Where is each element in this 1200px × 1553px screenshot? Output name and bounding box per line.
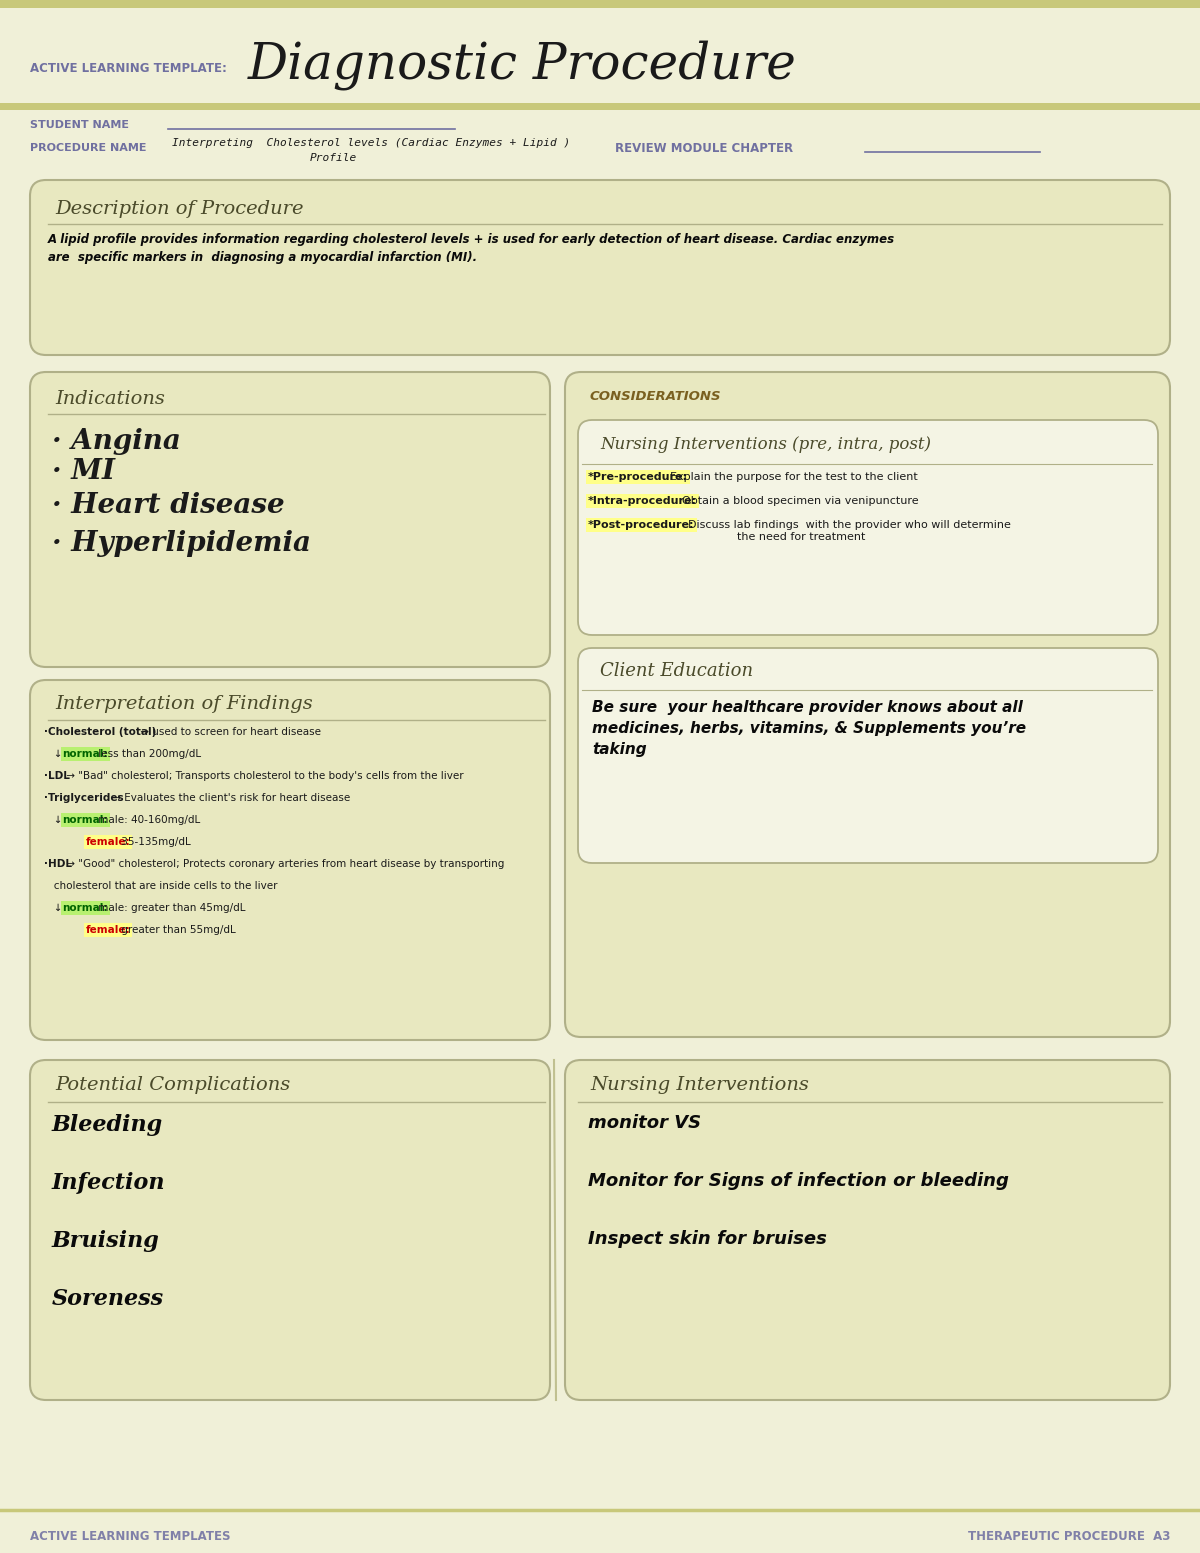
Text: Be sure  your healthcare provider knows about all
medicines, herbs, vitamins, & : Be sure your healthcare provider knows a…: [592, 700, 1026, 756]
Text: ·HDL: ·HDL: [44, 859, 72, 870]
Text: Explain the purpose for the test to the client: Explain the purpose for the test to the …: [671, 472, 918, 481]
Text: Interpreting  Cholesterol levels (Cardiac Enzymes + Lipid ): Interpreting Cholesterol levels (Cardiac…: [172, 138, 570, 148]
Text: normal:: normal:: [62, 902, 108, 913]
Text: Nursing Interventions (pre, intra, post): Nursing Interventions (pre, intra, post): [600, 436, 931, 453]
Text: Inspect skin for bruises: Inspect skin for bruises: [588, 1230, 827, 1249]
Text: · Hyperlipidemia: · Hyperlipidemia: [52, 530, 311, 558]
Text: Interpretation of Findings: Interpretation of Findings: [55, 696, 313, 713]
Text: normal:: normal:: [62, 815, 108, 825]
Text: → "Good" cholesterol; Protects coronary arteries from heart disease by transport: → "Good" cholesterol; Protects coronary …: [62, 859, 504, 870]
Text: male: greater than 45mg/dL: male: greater than 45mg/dL: [95, 902, 246, 913]
Text: ·Triglycerides: ·Triglycerides: [44, 794, 124, 803]
Text: ↓: ↓: [44, 815, 62, 825]
FancyBboxPatch shape: [578, 419, 1158, 635]
Text: Bleeding: Bleeding: [52, 1114, 163, 1135]
Text: Nursing Interventions: Nursing Interventions: [590, 1076, 809, 1093]
Text: ·LDL: ·LDL: [44, 770, 70, 781]
Text: STUDENT NAME: STUDENT NAME: [30, 120, 130, 130]
Text: Infection: Infection: [52, 1173, 166, 1194]
Text: Obtain a blood specimen via venipuncture: Obtain a blood specimen via venipuncture: [682, 495, 918, 506]
Text: CONSIDERATIONS: CONSIDERATIONS: [590, 390, 721, 402]
Bar: [0, 0, 1200, 8]
Text: → Evaluates the client's risk for heart disease: → Evaluates the client's risk for heart …: [109, 794, 350, 803]
FancyBboxPatch shape: [30, 1061, 550, 1399]
Text: Soreness: Soreness: [52, 1287, 164, 1311]
Text: ↓: ↓: [44, 902, 62, 913]
Text: 35-135mg/dL: 35-135mg/dL: [119, 837, 191, 846]
Text: less than 200mg/dL: less than 200mg/dL: [95, 749, 202, 759]
Text: Indications: Indications: [55, 390, 164, 408]
Text: ACTIVE LEARNING TEMPLATES: ACTIVE LEARNING TEMPLATES: [30, 1530, 230, 1544]
Text: male: 40-160mg/dL: male: 40-160mg/dL: [95, 815, 200, 825]
Text: Monitor for Signs of infection or bleeding: Monitor for Signs of infection or bleedi…: [588, 1173, 1009, 1190]
FancyBboxPatch shape: [30, 680, 550, 1041]
Text: Description of Procedure: Description of Procedure: [55, 200, 304, 217]
Text: female:: female:: [86, 926, 131, 935]
Text: Bruising: Bruising: [52, 1230, 160, 1252]
Text: ↓: ↓: [44, 749, 62, 759]
Text: Client Education: Client Education: [600, 662, 754, 680]
Text: Discuss lab findings  with the provider who will determine
              the nee: Discuss lab findings with the provider w…: [688, 520, 1010, 542]
Bar: [0, 102, 1200, 110]
Text: *Intra-procedure:: *Intra-procedure:: [588, 495, 697, 506]
Text: · Angina: · Angina: [52, 429, 181, 455]
Text: female:: female:: [86, 837, 131, 846]
FancyBboxPatch shape: [565, 1061, 1170, 1399]
Text: · MI: · MI: [52, 458, 115, 485]
Text: greater than 55mg/dL: greater than 55mg/dL: [119, 926, 236, 935]
Text: Diagnostic Procedure: Diagnostic Procedure: [248, 40, 797, 90]
Text: REVIEW MODULE CHAPTER: REVIEW MODULE CHAPTER: [616, 141, 793, 154]
Text: → "Bad" cholesterol; Transports cholesterol to the body's cells from the liver: → "Bad" cholesterol; Transports choleste…: [62, 770, 463, 781]
Text: → used to screen for heart disease: → used to screen for heart disease: [137, 727, 322, 738]
Text: A lipid profile provides information regarding cholesterol levels + is used for : A lipid profile provides information reg…: [48, 233, 895, 264]
Text: THERAPEUTIC PROCEDURE  A3: THERAPEUTIC PROCEDURE A3: [967, 1530, 1170, 1544]
Text: cholesterol that are inside cells to the liver: cholesterol that are inside cells to the…: [44, 881, 277, 891]
Text: ·Cholesterol (total): ·Cholesterol (total): [44, 727, 156, 738]
Text: · Heart disease: · Heart disease: [52, 492, 284, 519]
Text: ACTIVE LEARNING TEMPLATE:: ACTIVE LEARNING TEMPLATE:: [30, 62, 227, 75]
FancyBboxPatch shape: [30, 180, 1170, 356]
Text: *Post-procedure:: *Post-procedure:: [588, 520, 695, 530]
FancyBboxPatch shape: [565, 373, 1170, 1037]
FancyBboxPatch shape: [30, 373, 550, 666]
Text: Profile: Profile: [310, 154, 358, 163]
Text: PROCEDURE NAME: PROCEDURE NAME: [30, 143, 146, 154]
Text: *Pre-procedure:: *Pre-procedure:: [588, 472, 688, 481]
FancyBboxPatch shape: [578, 648, 1158, 863]
Text: normal:: normal:: [62, 749, 108, 759]
Text: Potential Complications: Potential Complications: [55, 1076, 290, 1093]
Text: monitor VS: monitor VS: [588, 1114, 701, 1132]
